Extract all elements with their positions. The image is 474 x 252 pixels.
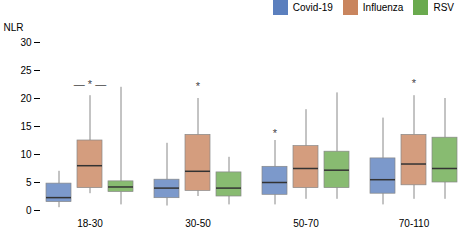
html-text:RSV: RSV (433, 2, 454, 13)
html-text:Covid-19: Covid-19 (292, 2, 333, 13)
svg-text:*: * (412, 77, 417, 89)
svg-text:NLR: NLR (4, 22, 24, 33)
svg-text:*: * (273, 127, 278, 139)
svg-text:15: 15 (20, 121, 32, 132)
svg-text:20: 20 (20, 93, 32, 104)
svg-text:0: 0 (26, 205, 32, 216)
html-text:Influenza: Influenza (362, 2, 404, 13)
svg-text:50-70: 50-70 (293, 218, 319, 229)
svg-text:25: 25 (20, 65, 32, 76)
svg-text:5: 5 (26, 177, 32, 188)
svg-text:30-50: 30-50 (185, 218, 211, 229)
svg-text:*: * (196, 80, 201, 92)
svg-text:70-110: 70-110 (399, 218, 430, 229)
svg-text:— * —: — * — (74, 78, 106, 90)
svg-text:18-30: 18-30 (77, 218, 103, 229)
svg-text:30: 30 (20, 37, 32, 48)
svg-text:10: 10 (20, 149, 32, 160)
